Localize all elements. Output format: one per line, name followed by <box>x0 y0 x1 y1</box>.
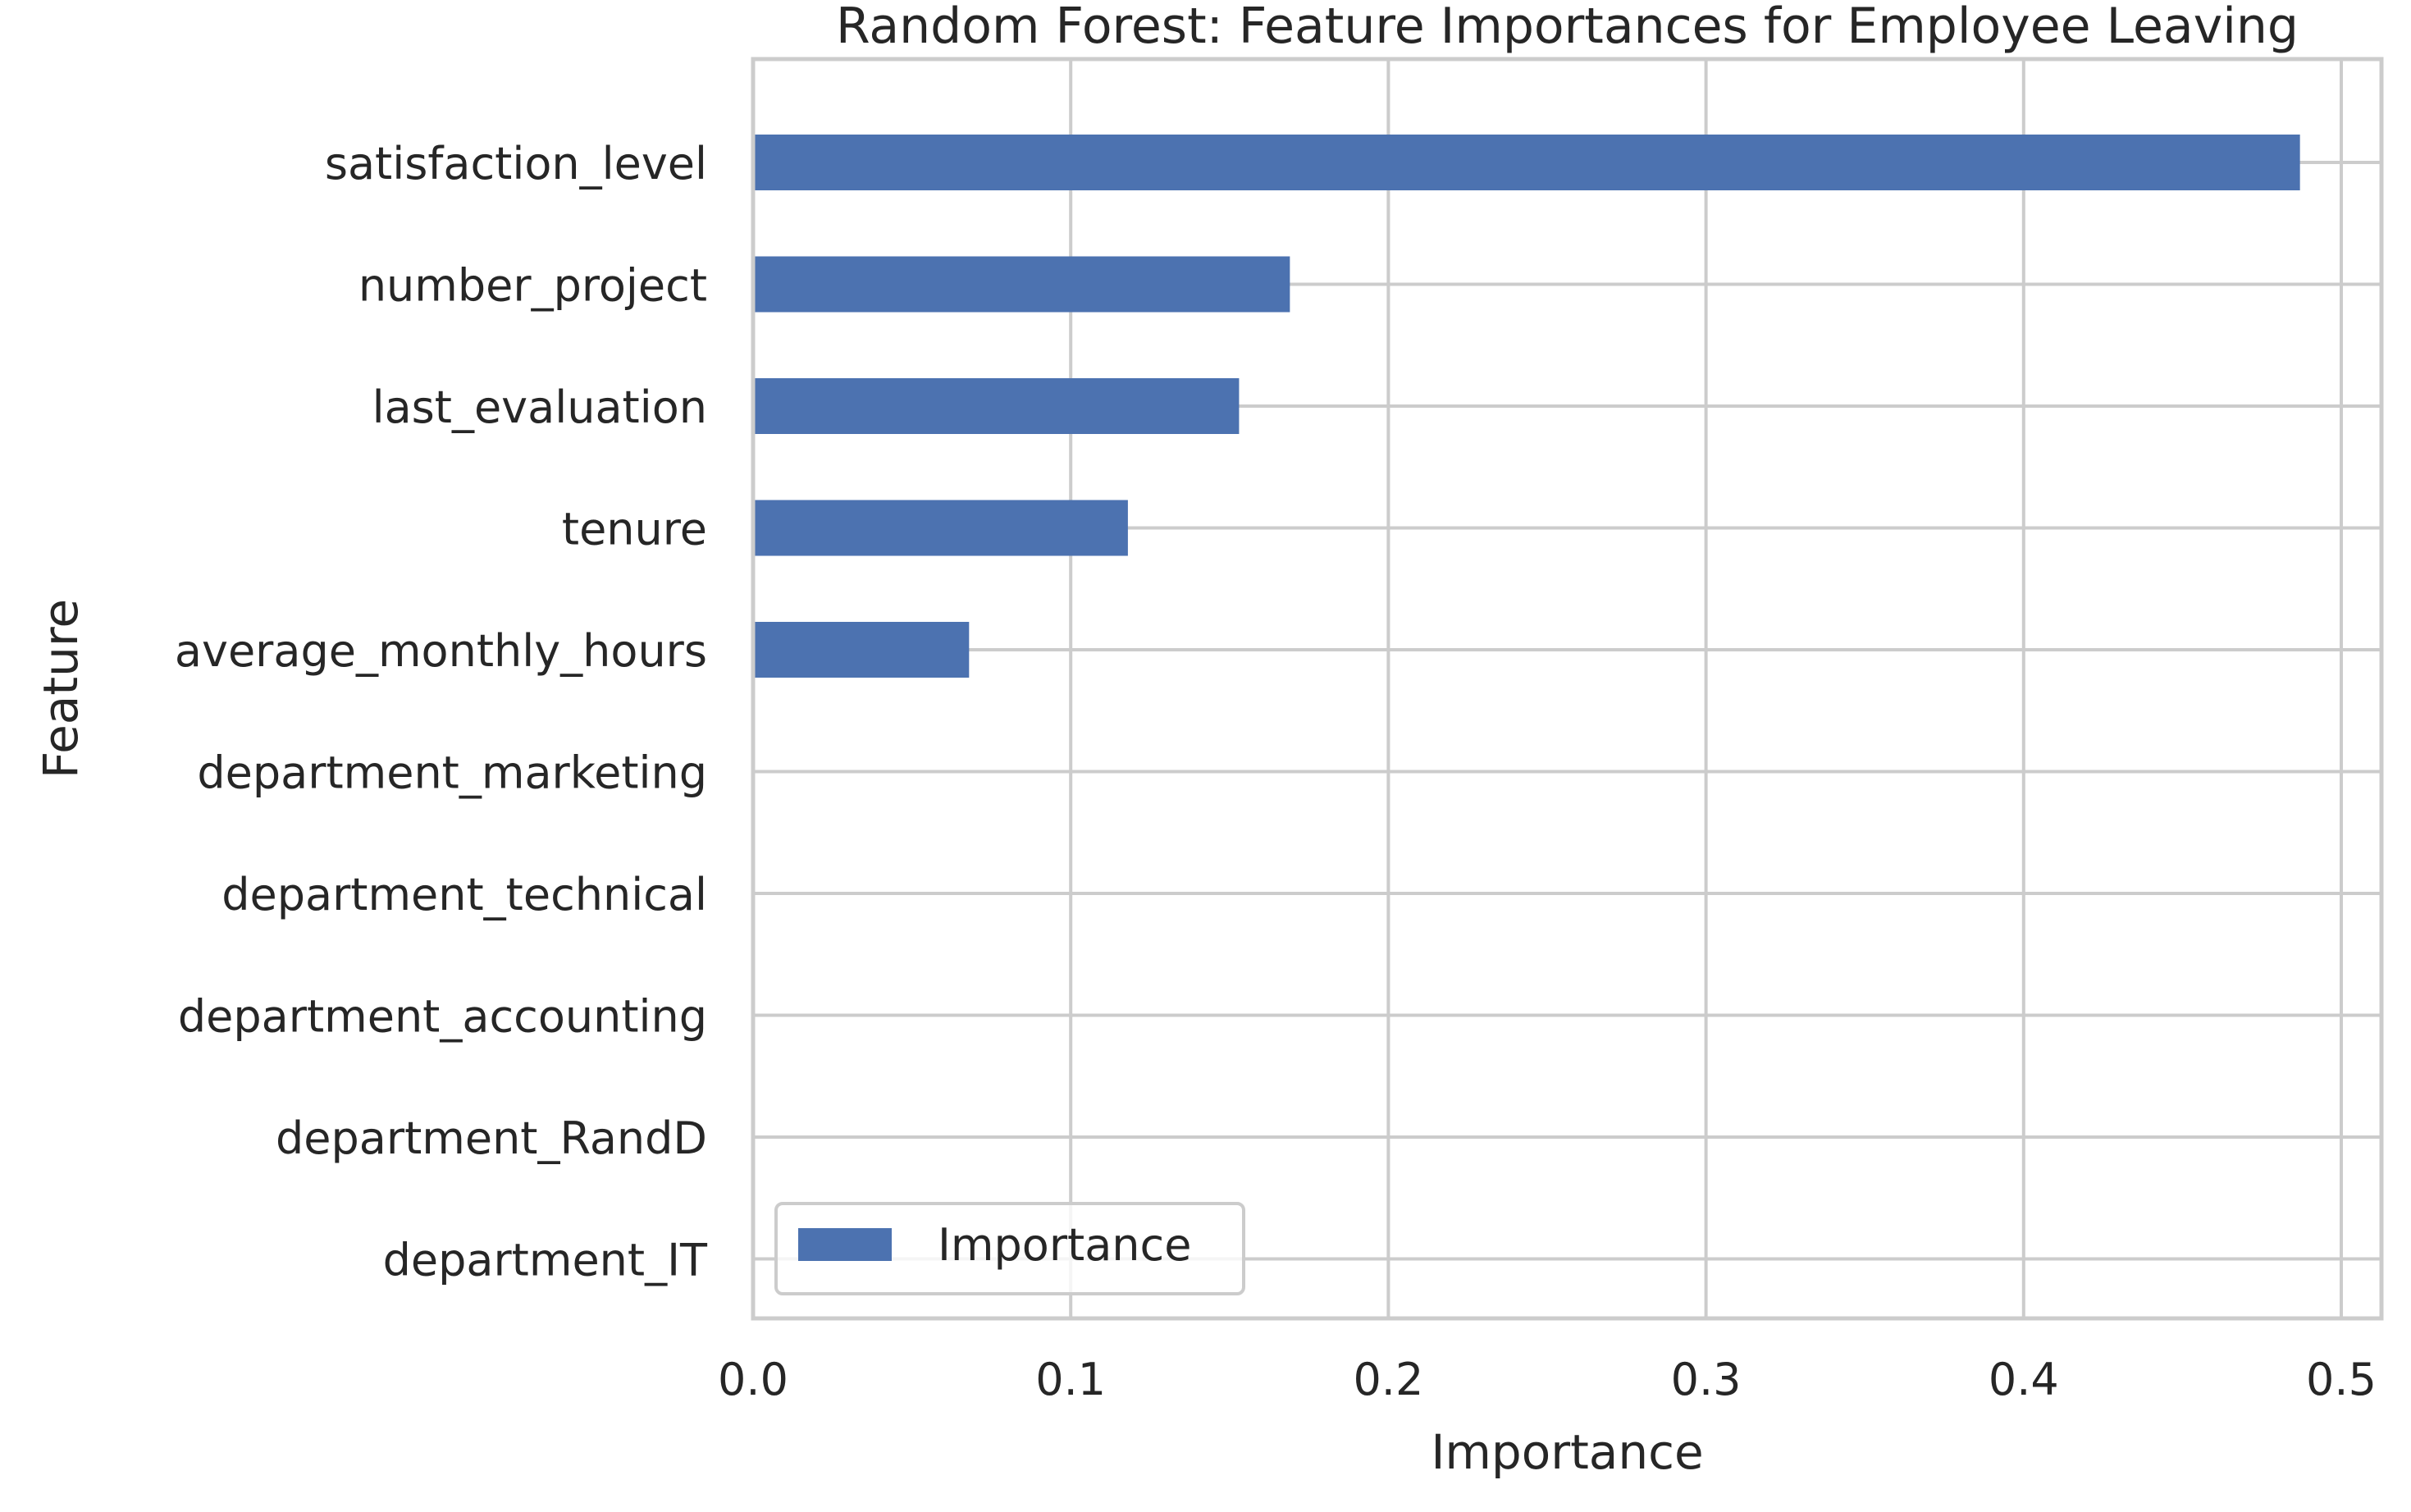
bar-last_evaluation <box>753 378 1240 434</box>
legend-label: Importance <box>938 1219 1191 1271</box>
bar-average_monthly_hours <box>753 622 970 678</box>
y-tick-label: department_accounting <box>178 991 707 1043</box>
x-tick-label: 0.1 <box>1035 1354 1106 1405</box>
x-tick-label: 0.5 <box>2306 1354 2377 1405</box>
y-tick-labels: satisfaction_level number_project last_eva… <box>175 138 708 1286</box>
x-tick-label: 0.4 <box>1989 1354 2059 1405</box>
y-tick-label: department_technical <box>221 869 707 920</box>
y-tick-label: department_marketing <box>197 747 707 799</box>
legend: Importance <box>774 1202 1245 1295</box>
x-tick-labels: 0.0 0.1 0.2 0.3 0.4 0.5 <box>718 1354 2377 1405</box>
bar-number_project <box>753 256 1290 313</box>
y-tick-label: department_RandD <box>276 1112 707 1164</box>
y-tick-label: tenure <box>562 504 707 555</box>
bar-satisfaction_level <box>753 135 2300 190</box>
legend-box <box>774 1202 1245 1295</box>
plot-frame <box>751 57 2384 1321</box>
x-tick-label: 0.3 <box>1671 1354 1742 1405</box>
y-tick-label: average_monthly_hours <box>175 625 707 677</box>
y-tick-label: satisfaction_level <box>325 138 707 190</box>
y-axis-label: Feature <box>33 599 89 779</box>
y-tick-label: last_evaluation <box>372 381 707 433</box>
x-tick-label: 0.0 <box>718 1354 788 1405</box>
x-tick-label: 0.2 <box>1353 1354 1423 1405</box>
bar-tenure <box>753 500 1128 556</box>
x-axis-label: Importance <box>1431 1424 1703 1480</box>
legend-swatch <box>798 1228 892 1261</box>
y-tick-label: department_IT <box>383 1235 708 1286</box>
bar-layer <box>753 135 2300 678</box>
chart-title: Random Forest: Feature Importances for E… <box>836 0 2299 55</box>
y-tick-label: number_project <box>358 260 707 312</box>
